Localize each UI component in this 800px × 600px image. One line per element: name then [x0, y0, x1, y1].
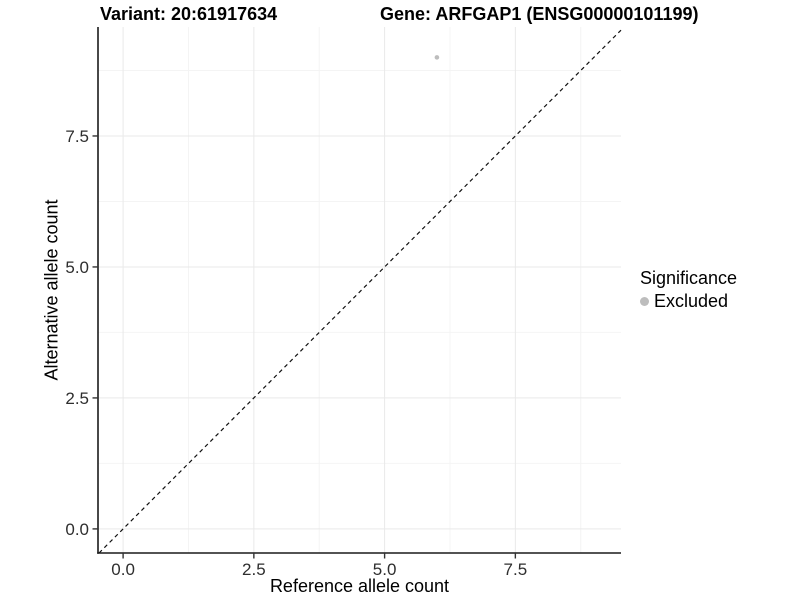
identity-reference-line — [98, 29, 622, 554]
plot-title-gene: Gene: ARFGAP1 (ENSG00000101199) — [380, 4, 699, 24]
x-tick-label: 0.0 — [111, 560, 135, 579]
legend-item-label: Excluded — [654, 291, 729, 311]
x-tick-label: 5.0 — [373, 560, 397, 579]
legend-point-icon — [640, 297, 649, 306]
data-point-excluded — [434, 55, 440, 60]
legend-title: Significance — [640, 268, 738, 288]
x-axis-title: Reference allele count — [269, 576, 450, 596]
y-tick-label: 2.5 — [65, 389, 89, 408]
y-axis-title: Alternative allele count — [41, 199, 62, 381]
legend-item-excluded: Excluded — [640, 291, 737, 312]
y-tick-label: 7.5 — [65, 127, 89, 146]
plot-title-variant: Variant: 20:61917634 — [100, 4, 278, 24]
x-tick-label: 2.5 — [242, 560, 266, 579]
legend: Significance Excluded — [640, 268, 737, 312]
y-tick-label: 5.0 — [65, 258, 89, 277]
x-tick-label: 7.5 — [504, 560, 528, 579]
y-tick-label: 0.0 — [65, 520, 89, 539]
